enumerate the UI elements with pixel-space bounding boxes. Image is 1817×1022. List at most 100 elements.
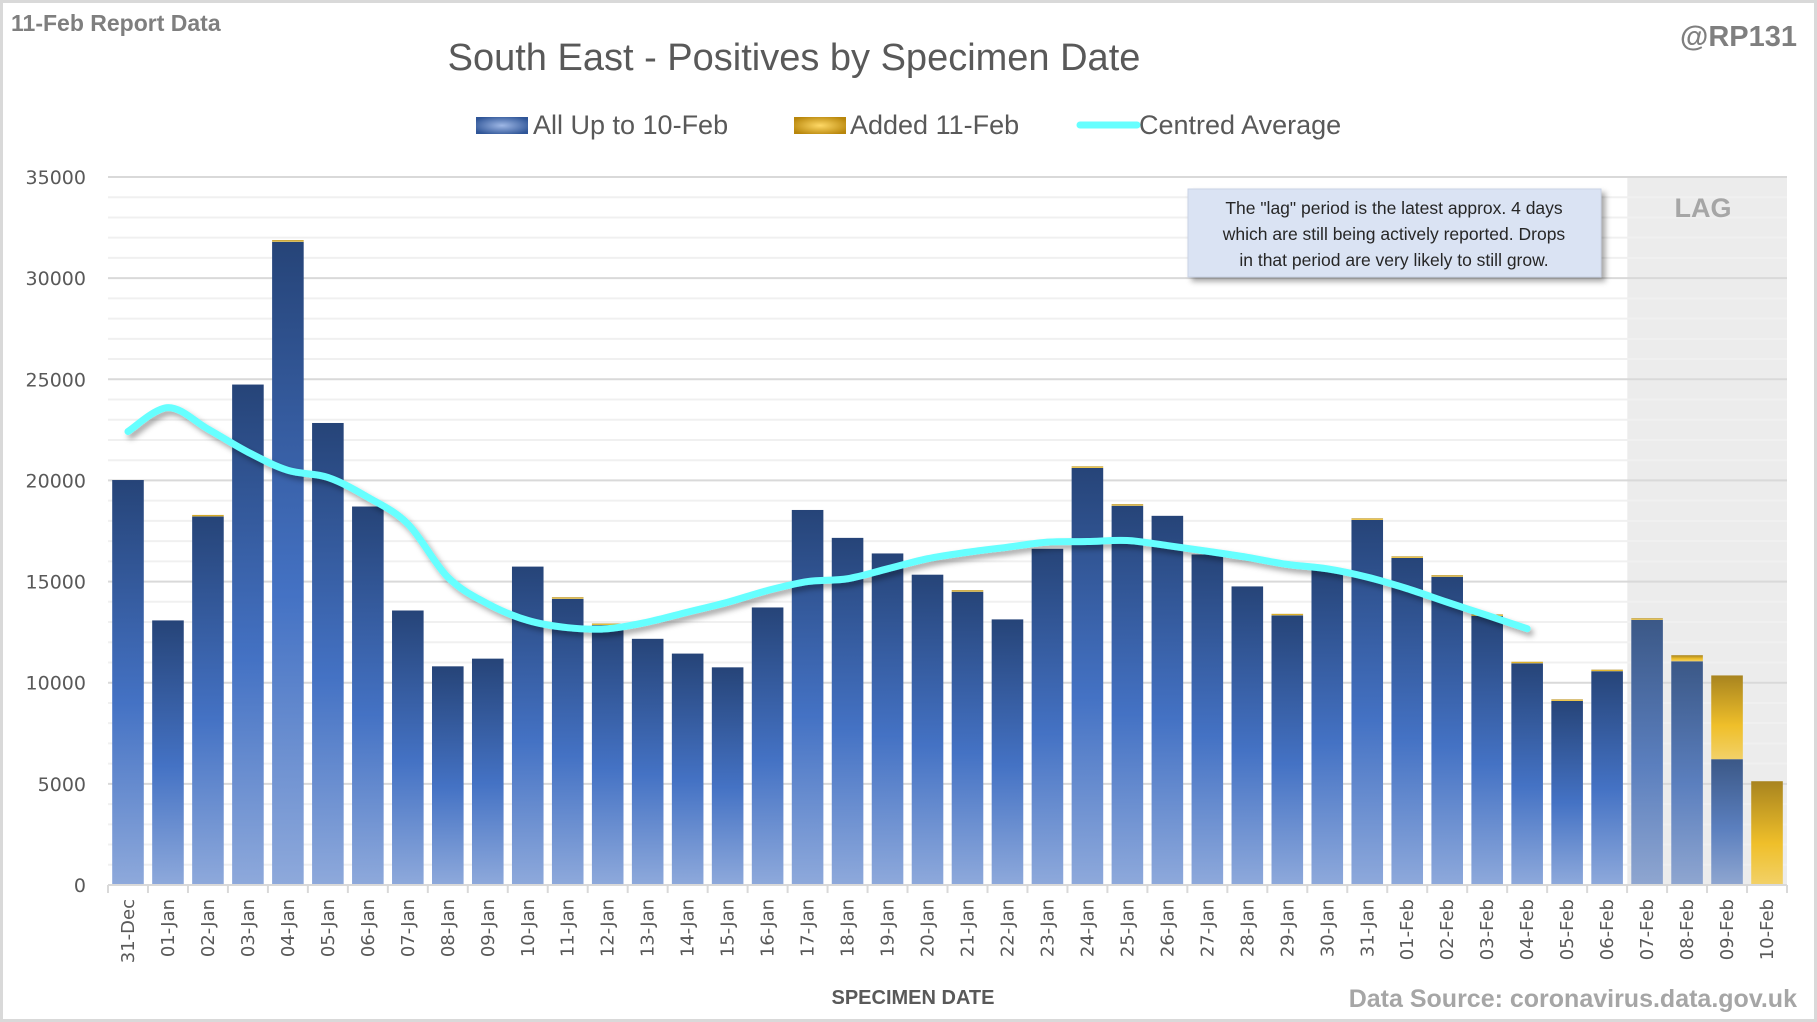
- y-tick-label: 15000: [26, 572, 86, 594]
- bar-base-09-Jan: [471, 658, 504, 885]
- y-tick-label: 30000: [26, 268, 86, 290]
- bar-added-02-Feb: [1431, 575, 1463, 577]
- legend-item-base: All Up to 10-Feb: [476, 110, 728, 140]
- bar-base-19-Jan: [871, 553, 904, 885]
- x-tick-label: 22-Jan: [997, 899, 1018, 957]
- bar-base-03-Jan: [232, 384, 264, 885]
- y-tick-label: 10000: [26, 673, 86, 695]
- x-tick-label: 10-Jan: [518, 899, 539, 957]
- bar-base-09-Feb: [1711, 759, 1743, 885]
- x-tick-label: 07-Feb: [1637, 899, 1658, 960]
- x-tick-label: 06-Feb: [1597, 899, 1618, 960]
- lag-note-line-1: The "lag" period is the latest approx. 4…: [1225, 198, 1563, 218]
- legend-label-average: Centred Average: [1139, 110, 1341, 140]
- x-tick-label: 21-Jan: [957, 899, 978, 957]
- y-tick-label: 0: [74, 875, 86, 897]
- x-tick-label: 14-Jan: [678, 899, 699, 957]
- x-tick-label: 02-Jan: [198, 899, 219, 957]
- lag-note-line-3: in that period are very likely to still …: [1239, 250, 1548, 270]
- bar-base-22-Jan: [991, 619, 1024, 885]
- x-tick-label: 29-Jan: [1277, 899, 1298, 957]
- x-tick-label: 04-Feb: [1517, 899, 1538, 960]
- bar-base-04-Feb: [1511, 663, 1543, 885]
- bar-base-02-Jan: [192, 516, 224, 885]
- bar-base-02-Feb: [1431, 576, 1463, 885]
- bar-base-29-Jan: [1271, 615, 1304, 885]
- bar-added-02-Jan: [192, 514, 224, 517]
- bar-added-09-Feb: [1711, 675, 1743, 760]
- x-tick-label: 12-Jan: [598, 899, 619, 957]
- bar-added-07-Feb: [1631, 618, 1663, 620]
- x-tick-label: 09-Jan: [478, 899, 499, 957]
- bar-base-18-Jan: [831, 537, 864, 885]
- x-tick-label: 17-Jan: [798, 899, 819, 957]
- bar-added-05-Feb: [1551, 699, 1583, 701]
- bar-added-04-Jan: [272, 240, 304, 242]
- bar-base-01-Jan: [152, 620, 184, 885]
- bar-base-04-Jan: [272, 241, 304, 885]
- legend-swatch-added: [794, 117, 846, 134]
- x-tick-label: 16-Jan: [758, 899, 779, 957]
- x-tick-label: 02-Feb: [1437, 899, 1458, 960]
- bar-added-12-Jan: [591, 623, 624, 626]
- y-tick-label: 5000: [38, 774, 86, 796]
- legend-item-added: Added 11-Feb: [794, 110, 1019, 140]
- bar-added-04-Feb: [1511, 661, 1543, 664]
- bar-base-24-Jan: [1071, 467, 1104, 885]
- x-tick-label: 23-Jan: [1037, 899, 1058, 957]
- bar-added-06-Feb: [1591, 669, 1623, 672]
- x-tick-label: 01-Feb: [1397, 899, 1418, 960]
- bar-base-16-Jan: [751, 607, 784, 885]
- bar-added-31-Jan: [1351, 518, 1384, 520]
- x-tick-label: 03-Feb: [1477, 899, 1498, 960]
- legend-swatch-base: [476, 117, 528, 134]
- x-tick-label: 08-Feb: [1677, 899, 1698, 960]
- x-axis-title: SPECIMEN DATE: [832, 987, 995, 1009]
- x-tick-label: 30-Jan: [1317, 899, 1338, 957]
- lag-note-box: [1187, 188, 1602, 278]
- bar-added-10-Feb: [1751, 781, 1783, 885]
- bar-added-24-Jan: [1071, 466, 1104, 468]
- lag-label: LAG: [1675, 193, 1732, 223]
- bar-base-06-Feb: [1591, 671, 1623, 885]
- centred-average-line: [124, 404, 1531, 633]
- bar-base-11-Jan: [551, 598, 584, 885]
- bar-base-15-Jan: [711, 667, 744, 885]
- x-tick-label: 15-Jan: [718, 899, 739, 957]
- x-tick-label: 24-Jan: [1077, 899, 1098, 957]
- bar-base-05-Feb: [1551, 700, 1583, 885]
- legend-item-average: Centred Average: [1076, 110, 1341, 140]
- y-tick-label: 25000: [26, 369, 86, 391]
- bar-added-25-Jan: [1111, 504, 1144, 506]
- legend: All Up to 10-Feb Added 11-Feb Centred Av…: [476, 110, 1341, 140]
- bar-base-31-Dec: [112, 480, 144, 885]
- bar-base-17-Jan: [791, 509, 824, 885]
- bar-base-01-Feb: [1391, 557, 1424, 885]
- y-tick-label: 20000: [26, 470, 86, 492]
- bar-base-13-Jan: [631, 638, 664, 885]
- bar-base-03-Feb: [1471, 615, 1503, 885]
- x-tick-label: 05-Feb: [1557, 899, 1578, 960]
- x-tick-label: 05-Jan: [318, 899, 339, 957]
- bar-base-05-Jan: [312, 422, 344, 885]
- x-tick-label: 06-Jan: [358, 899, 379, 957]
- bar-base-12-Jan: [591, 625, 624, 885]
- x-tick-label: 19-Jan: [878, 899, 899, 957]
- bar-base-20-Jan: [911, 574, 944, 885]
- x-tick-label: 18-Jan: [838, 899, 859, 957]
- bar-base-07-Feb: [1631, 619, 1663, 885]
- x-tick-label: 03-Jan: [238, 899, 259, 957]
- x-tick-label: 25-Jan: [1117, 899, 1138, 957]
- bar-base-07-Jan: [392, 610, 424, 885]
- bar-base-23-Jan: [1031, 548, 1064, 885]
- bar-base-30-Jan: [1311, 568, 1344, 885]
- x-tick-label: 10-Feb: [1757, 899, 1778, 960]
- legend-label-added: Added 11-Feb: [850, 110, 1019, 140]
- bar-base-08-Feb: [1671, 661, 1703, 885]
- x-tick-label: 11-Jan: [558, 899, 579, 957]
- bar-base-14-Jan: [671, 653, 704, 885]
- report-date-label: 11-Feb Report Data: [11, 10, 221, 36]
- x-tick-label: 28-Jan: [1237, 899, 1258, 957]
- bar-added-01-Feb: [1391, 556, 1424, 558]
- bar-added-21-Jan: [951, 590, 984, 592]
